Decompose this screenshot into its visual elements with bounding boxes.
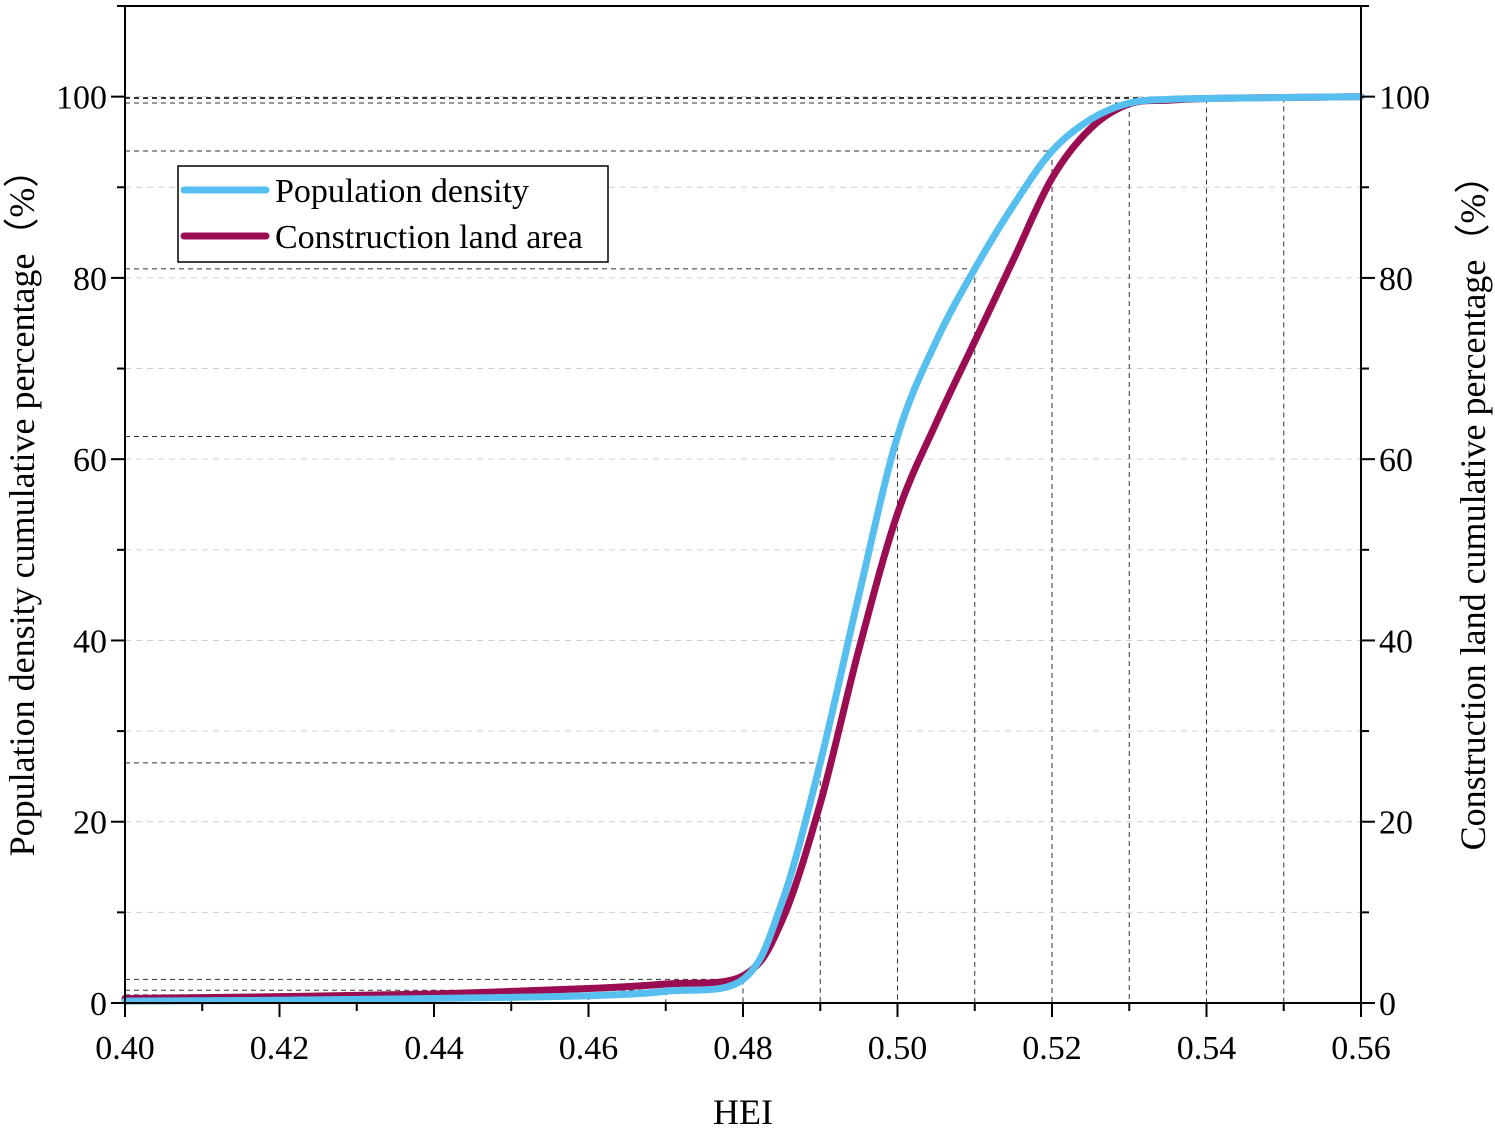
x-tick-label: 0.54 xyxy=(1177,1030,1237,1067)
axis-ticks xyxy=(111,5,1375,1017)
y-left-tick-label: 0 xyxy=(90,986,107,1023)
x-tick-label: 0.50 xyxy=(868,1030,928,1067)
x-axis-title: HEI xyxy=(713,1092,773,1130)
x-tick-label: 0.56 xyxy=(1331,1030,1391,1067)
left-axis-title: Population density cumulative percentage… xyxy=(2,152,42,857)
y-right-tick-label: 40 xyxy=(1379,623,1413,660)
legend-box xyxy=(177,165,609,263)
y-right-tick-label: 20 xyxy=(1379,805,1413,842)
x-tick-label: 0.42 xyxy=(250,1030,310,1067)
y-left-tick-label: 80 xyxy=(73,261,107,298)
y-right-tick-label: 100 xyxy=(1379,80,1430,117)
legend-label-population-density: Population density xyxy=(275,173,529,210)
legend: Population density Construction land are… xyxy=(177,165,609,263)
reference-lines xyxy=(125,97,1285,1003)
right-axis-title: Construction land cumulative percentage（… xyxy=(1453,158,1493,851)
x-tick-label: 0.40 xyxy=(95,1030,155,1067)
x-tick-label: 0.48 xyxy=(713,1030,773,1067)
y-right-tick-label: 0 xyxy=(1379,986,1396,1023)
plot-frame xyxy=(124,5,1362,1004)
legend-label-construction-land-area: Construction land area xyxy=(275,219,583,256)
y-right-tick-label: 60 xyxy=(1379,442,1413,479)
tick-labels: 0.40 0.42 0.44 0.46 0.48 0.50 0.52 0.54 0.56 0 20 4… xyxy=(56,80,1430,1067)
grid-lines xyxy=(125,96,1361,913)
y-left-tick-label: 20 xyxy=(73,805,107,842)
series-lines xyxy=(121,93,1365,1005)
x-tick-label: 0.44 xyxy=(404,1030,464,1067)
x-tick-label: 0.52 xyxy=(1022,1030,1082,1067)
y-left-tick-label: 40 xyxy=(73,623,107,660)
x-tick-label: 0.46 xyxy=(559,1030,619,1067)
y-left-tick-label: 100 xyxy=(56,80,107,117)
y-right-tick-label: 80 xyxy=(1379,261,1413,298)
y-left-tick-label: 60 xyxy=(73,442,107,479)
series-line-population-density xyxy=(121,93,1365,1005)
